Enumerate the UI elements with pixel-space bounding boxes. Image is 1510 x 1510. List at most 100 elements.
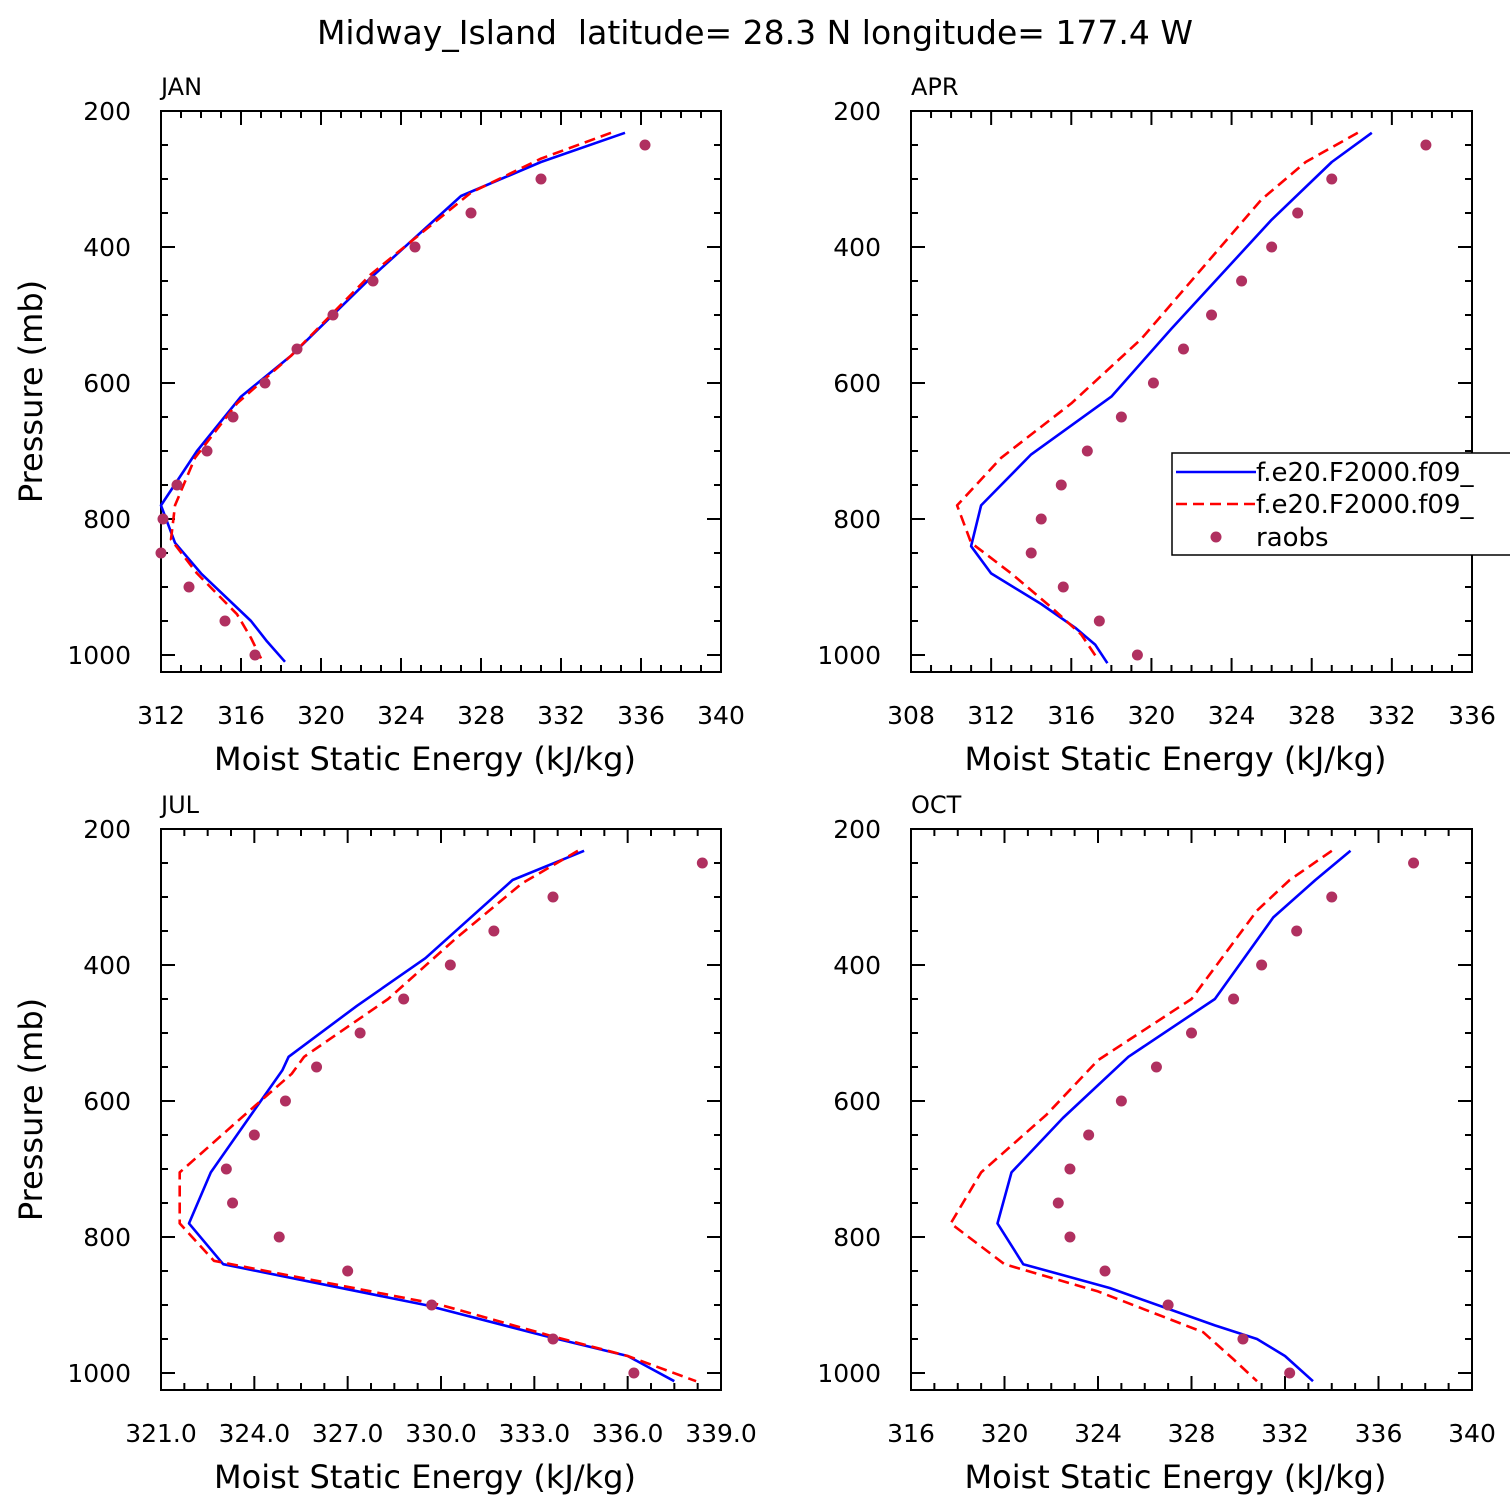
raobs-point — [398, 993, 410, 1005]
x-tick-label: 332 — [1261, 1419, 1309, 1448]
raobs-point — [1162, 1299, 1174, 1311]
x-tick-label: 330.0 — [405, 1419, 477, 1448]
raobs-point — [183, 581, 195, 593]
panel-label: APR — [911, 73, 959, 101]
x-tick-label: 336 — [617, 701, 665, 730]
x-tick-label: 308 — [887, 701, 935, 730]
panel-label: JUL — [159, 791, 200, 819]
x-tick-label: 316 — [887, 1419, 935, 1448]
raobs-point — [220, 1163, 232, 1175]
raobs-point — [1228, 993, 1240, 1005]
model-solid-line — [969, 131, 1373, 664]
raobs-point — [1177, 343, 1189, 355]
x-tick-label: 328 — [1288, 701, 1336, 730]
legend-label: raobs — [1256, 523, 1329, 553]
legend-label: f.e20.F2000.f09_ — [1256, 490, 1474, 520]
model-dashed-line — [955, 131, 1359, 660]
raobs-point — [1055, 479, 1067, 491]
x-axis-label: Moist Static Energy (kJ/kg) — [214, 740, 636, 778]
x-tick-label: 324 — [1074, 1419, 1122, 1448]
raobs-point — [1115, 411, 1127, 423]
x-tick-label: 320 — [981, 1419, 1029, 1448]
raobs-point — [1083, 1129, 1095, 1141]
raobs-point — [1064, 1163, 1076, 1175]
x-tick-label: 316 — [217, 701, 265, 730]
panel-oct: OCT 316 320 324 328 332 336 340 200 400 600 800 1000… — [817, 791, 1495, 1496]
figure-title: Midway_Island latitude= 28.3 N longitude… — [317, 13, 1193, 52]
x-axis-label: Moist Static Energy (kJ/kg) — [965, 1458, 1387, 1496]
model-dashed-line — [178, 849, 697, 1383]
panel-label: JAN — [159, 73, 202, 101]
raobs-point — [1206, 309, 1218, 321]
y-tick-label: 400 — [833, 233, 881, 262]
y-tick-label: 600 — [833, 369, 881, 398]
y-axis-label: Pressure (mb) — [12, 998, 50, 1221]
raobs-point — [1081, 445, 1093, 457]
raobs-point — [171, 479, 183, 491]
raobs-point — [227, 411, 239, 423]
model-dashed-line — [949, 849, 1333, 1383]
plot-frame — [910, 110, 1473, 673]
raobs-point — [444, 959, 456, 971]
x-tick-label: 340 — [697, 701, 745, 730]
x-tick-label: 316 — [1047, 701, 1095, 730]
raobs-point — [219, 615, 231, 627]
raobs-point — [1408, 857, 1420, 869]
model-solid-line — [996, 849, 1352, 1383]
raobs-point — [354, 1027, 366, 1039]
raobs-point — [1150, 1061, 1162, 1073]
raobs-point — [639, 139, 651, 151]
raobs-point — [1326, 173, 1338, 185]
raobs-point — [1236, 275, 1248, 287]
y-tick-label: 200 — [83, 815, 131, 844]
x-tick-label: 320 — [297, 701, 345, 730]
y-tick-label: 200 — [833, 97, 881, 126]
raobs-point — [1420, 139, 1432, 151]
x-tick-label: 332 — [537, 701, 585, 730]
raobs-point — [248, 1129, 260, 1141]
x-tick-label: 328 — [1168, 1419, 1216, 1448]
raobs-point — [259, 377, 271, 389]
raobs-point — [1093, 615, 1105, 627]
y-tick-label: 200 — [83, 97, 131, 126]
raobs-point — [155, 547, 167, 559]
y-tick-label: 800 — [83, 505, 131, 534]
x-tick-label: 336 — [1355, 1419, 1403, 1448]
x-tick-label: 328 — [457, 701, 505, 730]
raobs-point — [249, 649, 261, 661]
x-tick-label: 324 — [377, 701, 425, 730]
legend-raobs-marker — [1210, 531, 1222, 543]
panel-apr: APR 308 312 316 320 324 328 332 336 200 400 600 800 1… — [817, 73, 1495, 778]
y-tick-label: 1000 — [67, 1359, 131, 1388]
y-tick-label: 600 — [83, 369, 131, 398]
raobs-point — [1064, 1231, 1076, 1243]
model-solid-line — [159, 131, 626, 663]
raobs-point — [1256, 959, 1268, 971]
raobs-point — [465, 207, 477, 219]
raobs-point — [227, 1197, 239, 1209]
y-tick-label: 200 — [833, 815, 881, 844]
model-solid-line — [187, 849, 675, 1383]
raobs-point — [367, 275, 379, 287]
model-dashed-line — [169, 131, 612, 659]
panel-label: OCT — [911, 791, 962, 819]
y-tick-label: 800 — [83, 1223, 131, 1252]
raobs-point — [1131, 649, 1143, 661]
raobs-point — [1099, 1265, 1111, 1277]
raobs-point — [327, 309, 339, 321]
y-tick-label: 600 — [833, 1087, 881, 1116]
y-tick-label: 400 — [83, 951, 131, 980]
x-axis-label: Moist Static Energy (kJ/kg) — [214, 1458, 636, 1496]
x-tick-label: 332 — [1368, 701, 1416, 730]
raobs-point — [273, 1231, 285, 1243]
raobs-point — [1057, 581, 1069, 593]
y-tick-label: 800 — [833, 505, 881, 534]
y-tick-label: 1000 — [67, 641, 131, 670]
raobs-point — [1025, 547, 1037, 559]
y-tick-label: 1000 — [817, 1359, 881, 1388]
raobs-point — [426, 1299, 438, 1311]
raobs-point — [311, 1061, 323, 1073]
raobs-point — [291, 343, 303, 355]
raobs-point — [547, 1333, 559, 1345]
x-tick-label: 327.0 — [312, 1419, 384, 1448]
